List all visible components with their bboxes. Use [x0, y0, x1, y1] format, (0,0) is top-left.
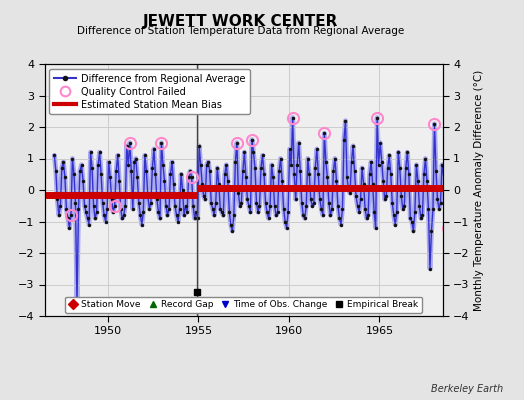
Text: JEWETT WORK CENTER: JEWETT WORK CENTER: [144, 14, 339, 29]
Legend: Station Move, Record Gap, Time of Obs. Change, Empirical Break: Station Move, Record Gap, Time of Obs. C…: [65, 296, 422, 313]
Y-axis label: Monthly Temperature Anomaly Difference (°C): Monthly Temperature Anomaly Difference (…: [474, 69, 484, 311]
Text: Berkeley Earth: Berkeley Earth: [431, 384, 503, 394]
Text: Difference of Station Temperature Data from Regional Average: Difference of Station Temperature Data f…: [78, 26, 405, 36]
